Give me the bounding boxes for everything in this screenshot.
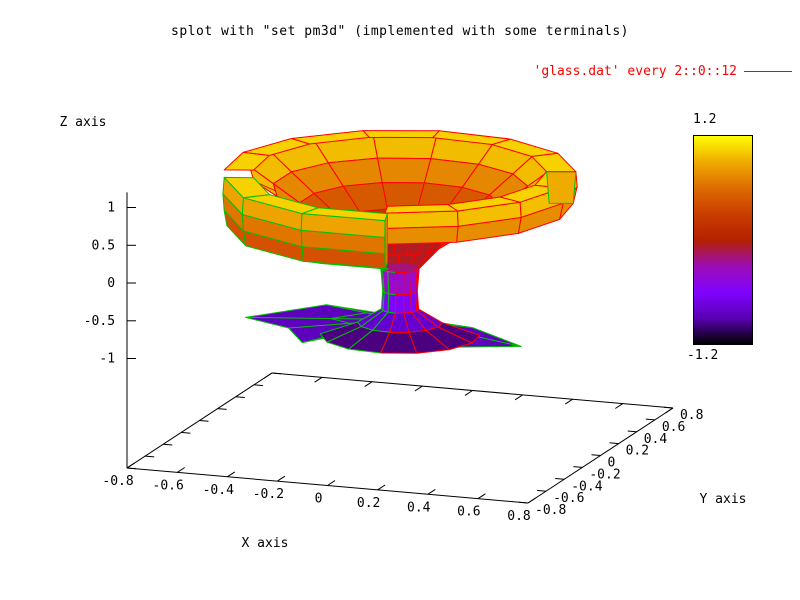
y-tick-mark-mirror — [163, 443, 173, 446]
rim-cut-face-left — [384, 213, 388, 269]
y-axis-label: Y axis — [700, 492, 747, 507]
y-tick-mark — [591, 454, 601, 456]
y-tick-mark-mirror — [181, 431, 191, 434]
x-tick-label: 0.8 — [507, 509, 530, 524]
x-tick-mark — [126, 462, 135, 469]
stem-quad — [394, 272, 405, 296]
y-tick-label: -0.2 — [589, 467, 620, 482]
x-tick-mark-mirror — [665, 407, 674, 414]
colorbar-gradient — [694, 136, 752, 344]
stem-quad — [387, 271, 397, 296]
rim-quad — [223, 151, 270, 171]
stem-quad — [437, 322, 481, 344]
stem-quad — [403, 293, 412, 314]
legend-label: 'glass.dat' every 2::0::12 — [533, 64, 738, 79]
outer-wall-quad — [384, 210, 459, 229]
y-tick-label: -0.8 — [535, 503, 566, 518]
y-tick-label: 0.2 — [626, 444, 649, 459]
x-tick-mark-mirror — [514, 394, 523, 401]
x-tick-mark-mirror — [464, 390, 473, 396]
y-tick-mark-mirror — [126, 467, 137, 470]
z-tick-label: -0.5 — [84, 314, 115, 329]
y-tick-label: 0.6 — [662, 420, 685, 435]
x-tick-mark — [377, 484, 386, 491]
y-tick-label: 0.8 — [680, 408, 703, 423]
z-tick-label: -1 — [99, 352, 115, 367]
x-tick-mark — [477, 493, 486, 500]
legend: 'glass.dat' every 2::0::12 — [533, 64, 792, 79]
funnel-quad — [372, 135, 437, 160]
x-tick-mark-mirror — [264, 372, 273, 379]
y-tick-mark — [555, 478, 565, 480]
y-tick-mark-mirror — [271, 372, 282, 375]
funnel-quad — [377, 157, 432, 184]
stem-quad — [395, 294, 405, 314]
x-tick-label: 0 — [315, 492, 323, 507]
rim-cut-face-right — [546, 171, 577, 204]
y-tick-mark-mirror — [253, 384, 263, 387]
x-tick-mark-mirror — [414, 385, 423, 392]
x-tick-label: 0.2 — [357, 496, 380, 511]
y-tick-mark — [645, 418, 655, 421]
x-tick-label: 0.6 — [457, 505, 480, 520]
x-tick-label: -0.4 — [203, 483, 234, 498]
y-tick-mark-mirror — [217, 408, 227, 410]
x-tick-mark-mirror — [615, 403, 624, 409]
y-tick-mark-mirror — [145, 455, 155, 458]
x-tick-label: 0.4 — [407, 500, 431, 515]
y-tick-mark-mirror — [235, 396, 245, 398]
y-tick-label: -0.4 — [571, 479, 602, 494]
x-tick-mark-mirror — [314, 376, 323, 383]
y-tick-label: -0.6 — [553, 491, 584, 506]
y-tick-mark — [663, 406, 674, 409]
z-tick-label: 0.5 — [92, 238, 115, 253]
y-tick-label: 0.4 — [644, 432, 668, 447]
x-tick-mark-mirror — [564, 398, 573, 405]
x-tick-label: -0.6 — [153, 478, 184, 493]
rim-quad — [362, 130, 440, 139]
legend-line-sample — [744, 71, 792, 72]
x-tick-mark-mirror — [364, 381, 373, 388]
y-tick-label: 0 — [607, 456, 615, 471]
x-tick-mark — [176, 467, 185, 473]
x-tick-mark — [327, 480, 336, 486]
stem-quad — [387, 293, 397, 314]
y-tick-mark — [627, 430, 637, 433]
x-tick-mark — [227, 471, 236, 478]
z-tick-label: 0 — [107, 276, 115, 291]
rim-quad — [384, 204, 459, 214]
y-tick-mark — [537, 489, 547, 492]
y-tick-mark — [573, 466, 583, 468]
y-tick-mark — [518, 501, 529, 504]
z-axis-label: Z axis — [60, 115, 107, 130]
outer-wall-quad — [384, 225, 459, 245]
colorbar-max-label: 1.2 — [693, 112, 717, 127]
x-axis-label: X axis — [242, 536, 289, 551]
y-tick-mark-mirror — [199, 420, 209, 422]
y-tick-mark — [609, 442, 619, 445]
colorbar — [693, 135, 753, 345]
x-tick-label: -0.8 — [102, 474, 133, 489]
plot-title: splot with "set pm3d" (implemented with … — [171, 24, 629, 39]
x-tick-mark — [427, 488, 436, 495]
funnel-throat — [381, 263, 420, 273]
x-tick-mark — [527, 497, 536, 504]
x-tick-mark — [277, 475, 286, 482]
z-tick-label: 1 — [107, 201, 115, 216]
x-tick-label: -0.2 — [253, 487, 284, 502]
colorbar-min-label: -1.2 — [687, 348, 719, 363]
